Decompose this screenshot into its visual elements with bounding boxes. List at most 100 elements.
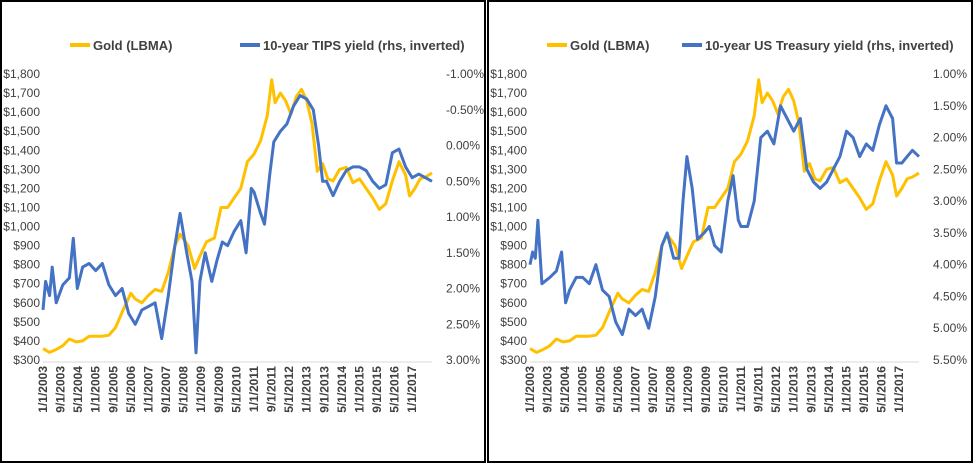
- x-axis-tick-label: 5/1/2016: [388, 366, 402, 413]
- left-axis-tick-label: $600: [13, 296, 40, 310]
- right-axis-tick-label: 2.00%: [446, 282, 480, 296]
- x-axis-tick-label: 5/1/2006: [611, 366, 625, 413]
- right-axis-tick-label: 3.50%: [933, 226, 967, 240]
- left-axis-tick-label: $700: [500, 277, 527, 291]
- x-axis-tick-label: 1/1/2009: [194, 366, 208, 413]
- series-line-yield: [41, 94, 433, 355]
- left-axis-tick-label: $800: [500, 258, 527, 272]
- left-axis-tick-label: $1,400: [490, 143, 527, 157]
- x-axis-tick-label: 5/1/2010: [716, 366, 730, 413]
- left-axis-tick-label: $1,200: [3, 181, 40, 195]
- chart-legend: Gold (LBMA) 10-year US Treasury yield (rh…: [547, 38, 954, 53]
- left-axis-tick-label: $300: [13, 353, 40, 367]
- series-line-yield: [528, 104, 921, 337]
- left-axis-tick-label: $1,500: [3, 124, 40, 138]
- left-axis-tick-label: $1,400: [3, 143, 40, 157]
- left-axis-tick-label: $500: [500, 315, 527, 329]
- legend-label-yield: 10-year US Treasury yield (rhs, inverted…: [705, 38, 954, 53]
- chart-legend: Gold (LBMA) 10-year TIPS yield (rhs, inve…: [70, 38, 465, 53]
- left-axis-tick-label: $1,000: [490, 220, 527, 234]
- left-axis-tick-label: $1,800: [3, 67, 40, 81]
- x-axis-tick-label: 5/1/2004: [71, 366, 85, 413]
- x-axis-tick-label: 5/1/2014: [822, 366, 836, 413]
- right-axis-tick-label: 2.50%: [446, 317, 480, 331]
- x-axis-tick-label: 9/1/2013: [317, 366, 331, 413]
- legend-label-yield: 10-year TIPS yield (rhs, inverted): [263, 38, 465, 53]
- x-axis-tick-label: 1/1/2003: [523, 366, 537, 413]
- right-axis-tick-label: 5.00%: [933, 321, 967, 335]
- x-axis-tick-label: 1/1/2007: [141, 366, 155, 413]
- right-axis-tick-label: 2.50%: [933, 162, 967, 176]
- left-axis-tick-label: $1,700: [490, 86, 527, 100]
- x-axis-tick-label: 9/1/2015: [857, 366, 871, 413]
- left-axis-tick-label: $600: [500, 296, 527, 310]
- right-axis-tick-label: 1.50%: [446, 246, 480, 260]
- x-axis-tick-label: 1/1/2005: [576, 366, 590, 413]
- x-axis-tick-label: 9/1/2005: [106, 366, 120, 413]
- x-axis-tick-label: 9/1/2009: [212, 366, 226, 413]
- x-axis-tick-label: 5/1/2008: [664, 366, 678, 413]
- left-axis-tick-label: $1,100: [3, 200, 40, 214]
- right-axis-tick-label: 5.50%: [933, 353, 967, 367]
- x-axis-tick-label: 9/1/2003: [541, 366, 555, 413]
- left-axis-tick-label: $1,500: [490, 124, 527, 138]
- x-axis-tick-label: 1/1/2015: [352, 366, 366, 413]
- left-axis-tick-label: $1,600: [490, 105, 527, 119]
- x-axis-tick-label: 1/1/2015: [839, 366, 853, 413]
- left-axis-tick-label: $1,100: [490, 200, 527, 214]
- left-axis-tick-label: $400: [500, 334, 527, 348]
- x-axis-tick-label: 9/1/2007: [159, 366, 173, 413]
- right-axis-tick-label: 2.00%: [933, 131, 967, 145]
- x-axis-tick-label: 5/1/2012: [769, 366, 783, 413]
- chart-panel-treasury: Gold (LBMA) 10-year US Treasury yield (rh…: [490, 38, 967, 413]
- left-axis-tick-label: $900: [500, 239, 527, 253]
- chart-panel-tips: Gold (LBMA) 10-year TIPS yield (rhs, inve…: [3, 38, 484, 413]
- x-axis-tick-label: 9/1/2011: [752, 366, 766, 412]
- right-axis-tick-label: 4.50%: [933, 289, 967, 303]
- x-axis-tick-label: 1/1/2003: [36, 366, 50, 413]
- x-axis-tick-label: 9/1/2011: [265, 366, 279, 412]
- left-axis-tick-label: $800: [13, 258, 40, 272]
- x-axis-tick-label: 1/1/2017: [405, 366, 419, 413]
- x-axis-tick-label: 5/1/2012: [282, 366, 296, 413]
- x-axis-tick-label: 1/1/2007: [628, 366, 642, 413]
- x-axis-tick-label: 1/1/2005: [89, 366, 103, 413]
- legend-label-gold: Gold (LBMA): [93, 38, 172, 53]
- right-axis-tick-label: -0.50%: [446, 103, 484, 117]
- left-axis-tick-label: $1,300: [3, 162, 40, 176]
- x-axis-tick-label: 1/1/2013: [787, 366, 801, 413]
- right-axis-tick-label: 1.50%: [933, 99, 967, 113]
- x-axis-tick-label: 5/1/2010: [229, 366, 243, 413]
- x-axis-tick-label: 5/1/2008: [177, 366, 191, 413]
- x-axis-tick-label: 9/1/2003: [54, 366, 68, 413]
- right-axis-tick-label: 1.00%: [933, 67, 967, 81]
- right-axis-tick-label: 1.00%: [446, 210, 480, 224]
- left-axis-tick-label: $1,300: [490, 162, 527, 176]
- chart-frame-left: [0, 0, 486, 463]
- chart-frame-right: [487, 0, 973, 463]
- x-axis-tick-label: 9/1/2007: [646, 366, 660, 413]
- x-axis-tick-label: 9/1/2013: [804, 366, 818, 413]
- x-axis-tick-label: 5/1/2016: [875, 366, 889, 413]
- x-axis-tick-label: 5/1/2014: [335, 366, 349, 413]
- x-axis-tick-label: 5/1/2006: [124, 366, 138, 413]
- left-axis-tick-label: $900: [13, 239, 40, 253]
- x-axis-tick-label: 1/1/2011: [734, 366, 748, 412]
- right-axis-tick-label: -1.00%: [446, 67, 484, 81]
- x-axis-tick-label: 1/1/2011: [247, 366, 261, 412]
- left-axis-tick-label: $1,800: [490, 67, 527, 81]
- x-axis-tick-label: 1/1/2017: [892, 366, 906, 413]
- x-axis-tick-label: 9/1/2009: [699, 366, 713, 413]
- left-axis-tick-label: $300: [500, 353, 527, 367]
- right-axis-tick-label: 3.00%: [933, 194, 967, 208]
- x-axis-tick-label: 5/1/2004: [558, 366, 572, 413]
- right-axis-tick-label: 0.00%: [446, 139, 480, 153]
- left-axis-tick-label: $1,700: [3, 86, 40, 100]
- right-axis-tick-label: 4.00%: [933, 258, 967, 272]
- left-axis-tick-label: $1,000: [3, 220, 40, 234]
- left-axis-tick-label: $1,200: [490, 181, 527, 195]
- x-axis-tick-label: 1/1/2009: [681, 366, 695, 413]
- series-line-gold: [529, 78, 920, 354]
- left-axis-tick-label: $500: [13, 315, 40, 329]
